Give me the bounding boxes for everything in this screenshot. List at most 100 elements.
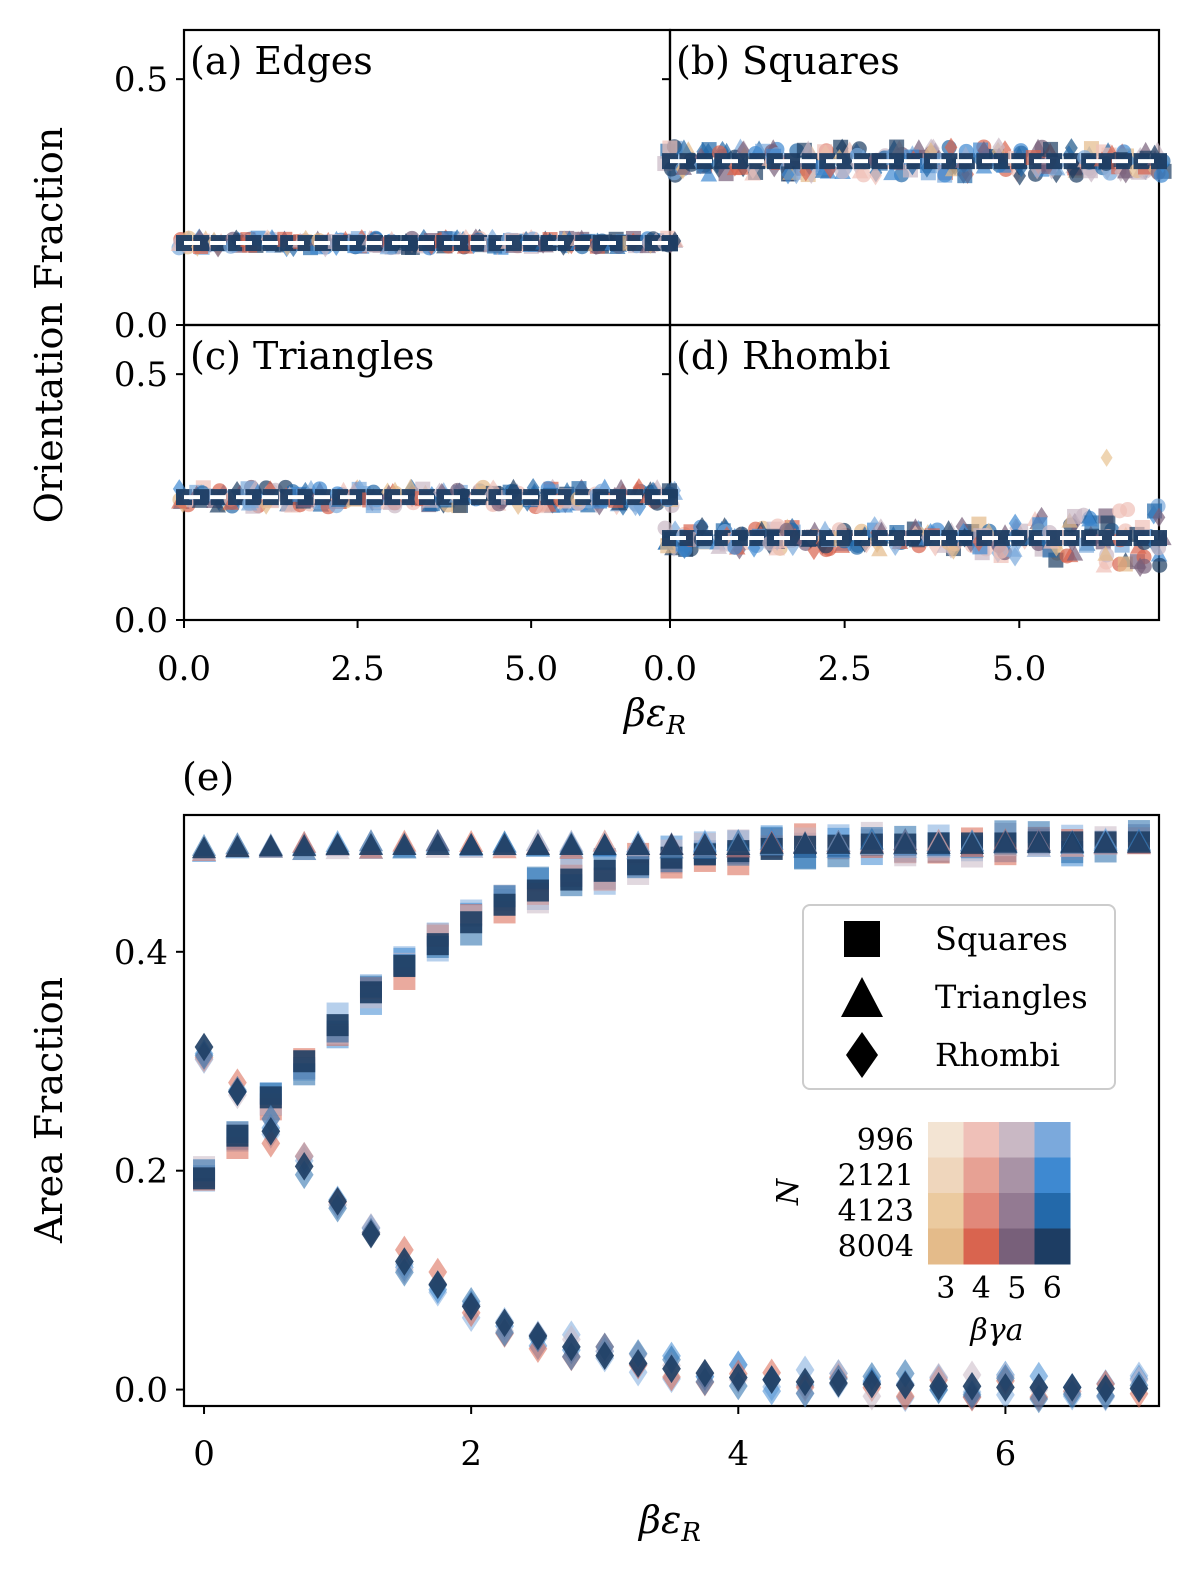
orientation-marker — [1120, 502, 1136, 518]
area-marker-squares — [393, 955, 416, 978]
area-marker-triangles — [826, 831, 851, 854]
orientation-marker — [1151, 153, 1167, 170]
y-tick-label: 0.0 — [114, 306, 168, 346]
area-marker-squares — [259, 1086, 282, 1109]
area-marker-triangles — [893, 831, 918, 854]
orientation-marker — [679, 530, 696, 547]
area-marker-rhombi — [495, 1308, 514, 1338]
area-marker-triangles — [726, 832, 751, 855]
area-marker-rhombi — [695, 1358, 715, 1388]
colorgrid-cell — [1034, 1193, 1071, 1229]
area-marker-squares — [526, 879, 549, 902]
orientation-marker — [993, 153, 1010, 170]
area-marker-rhombi — [294, 1152, 314, 1181]
area-marker-triangles — [191, 836, 217, 859]
area-marker-triangles — [859, 831, 884, 854]
x-tick-label: 0 — [193, 1434, 215, 1474]
panel-a-title: (a) Edges — [190, 39, 373, 83]
y-tick-label: 0.0 — [114, 1371, 168, 1411]
orientation-marker — [401, 235, 418, 252]
orientation-marker — [1136, 558, 1152, 574]
colorgrid-col-label: 5 — [1007, 1271, 1026, 1306]
area-marker-triangles — [392, 832, 417, 855]
area-marker-triangles — [959, 831, 985, 854]
orientation-marker — [889, 153, 906, 170]
panel-e-markers — [191, 820, 1152, 1414]
orientation-marker — [245, 489, 262, 506]
orientation-marker — [1117, 163, 1134, 179]
area-marker-rhombi — [428, 1270, 448, 1299]
legend-box — [802, 904, 1116, 1090]
panel-d-markers — [657, 448, 1172, 577]
colorgrid-cell — [928, 1228, 964, 1265]
orientation-marker — [675, 139, 693, 155]
orientation-marker — [1117, 556, 1133, 572]
legend: Squares Triangles Rhombi — [802, 904, 1116, 1090]
orientation-marker — [557, 235, 574, 252]
legend-label-triangles: Triangles — [935, 978, 1088, 1016]
colorgrid-cell — [1034, 1157, 1071, 1194]
area-marker-triangles — [358, 832, 384, 855]
area-marker-squares — [460, 911, 483, 934]
panel-c-markers — [171, 477, 684, 517]
y-tick-label: 0.4 — [114, 933, 168, 973]
area-marker-triangles — [559, 832, 584, 855]
area-marker-squares — [193, 1167, 216, 1190]
colorgrid-cell — [999, 1193, 1035, 1229]
area-marker-squares — [560, 868, 583, 891]
colorgrid-row-label: 8004 — [838, 1230, 914, 1265]
colorgrid-ylabel: N — [771, 1177, 806, 1206]
area-marker-triangles — [459, 832, 484, 855]
area-marker-squares — [593, 859, 616, 882]
orientation-marker — [1152, 557, 1168, 573]
panel-frames — [182, 28, 1161, 1408]
legend-label-squares: Squares — [935, 920, 1068, 958]
orientation-marker — [992, 137, 1006, 157]
area-marker-triangles — [1093, 830, 1118, 853]
orientation-ylabel: Orientation Fraction — [27, 127, 71, 523]
legend-square-marker — [844, 921, 880, 957]
orientation-marker — [349, 235, 366, 252]
orientation-marker — [836, 153, 853, 170]
orientation-marker — [790, 164, 803, 185]
x-tick-label: 2.5 — [818, 649, 872, 689]
orientation-marker — [941, 530, 958, 547]
orientation-marker — [662, 140, 678, 156]
orientation-marker — [1151, 530, 1167, 547]
x-tick-label: 6 — [995, 1434, 1017, 1474]
orientation-marker — [193, 489, 210, 506]
area-marker-rhombi — [862, 1369, 882, 1399]
area-marker-rhombi — [194, 1032, 214, 1062]
x-tick-label: 2.5 — [331, 649, 385, 689]
area-marker-squares — [426, 933, 449, 956]
orientation-marker — [1046, 153, 1063, 170]
x-tick-label: 4 — [727, 1434, 749, 1474]
orientation-marker — [784, 530, 801, 547]
panel-d-frame — [668, 323, 1161, 622]
y-tick-label: 0.5 — [114, 60, 168, 100]
colorgrid-cell — [963, 1122, 1000, 1158]
area-marker-triangles — [425, 832, 450, 855]
orientation-marker — [609, 235, 626, 252]
area-marker-triangles — [792, 831, 818, 854]
area-marker-triangles — [1126, 830, 1152, 853]
orientation-marker — [944, 137, 958, 158]
orientation-marker — [700, 166, 718, 182]
legend-label-rhombi: Rhombi — [935, 1036, 1060, 1074]
area-marker-triangles — [292, 834, 317, 857]
colorgrid-cell — [963, 1157, 1000, 1194]
orientation-marker — [871, 541, 888, 557]
orientation-marker — [941, 153, 958, 170]
x-tick-label: 2 — [460, 1434, 482, 1474]
orientation-marker — [1029, 138, 1047, 154]
area-marker-rhombi — [1062, 1373, 1082, 1402]
orientation-marker — [453, 489, 470, 506]
orientation-marker — [534, 498, 552, 514]
orientation-marker — [883, 165, 900, 181]
x-tick-label: 5.0 — [504, 649, 558, 689]
colorgrid-cell — [999, 1228, 1035, 1265]
orientation-marker — [609, 489, 626, 506]
orientation-marker — [1081, 511, 1098, 527]
bottom-xlabel: βεR — [637, 1498, 701, 1548]
